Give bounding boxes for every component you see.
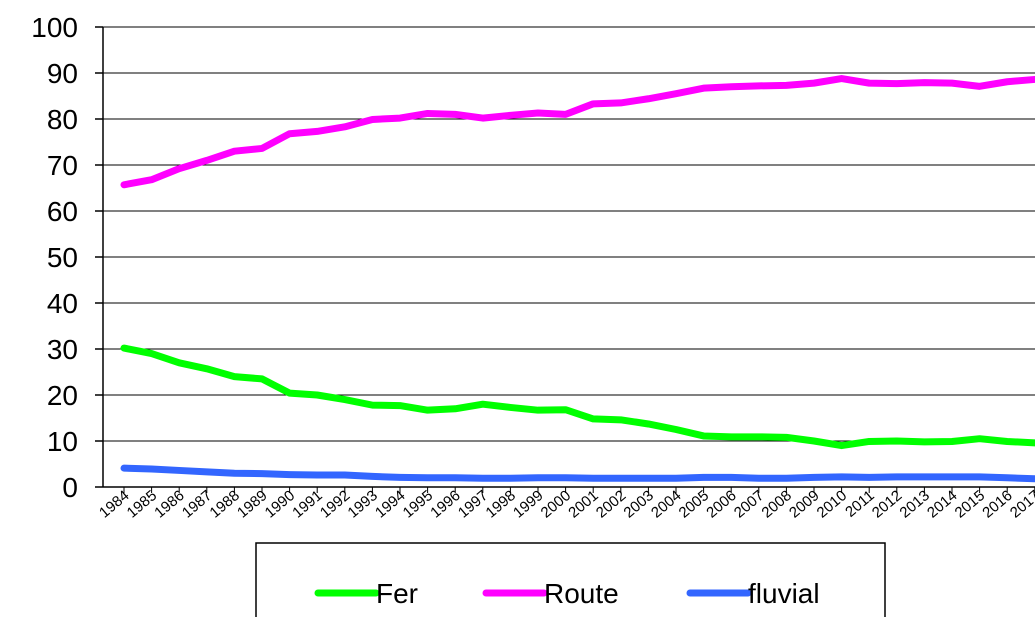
x-tick-label: 2002	[593, 487, 629, 521]
x-tick-label: 1994	[372, 487, 408, 521]
x-tick-label: 1998	[482, 487, 518, 521]
x-tick-label: 1988	[206, 487, 242, 521]
legend-box	[255, 542, 886, 617]
axes	[95, 26, 1035, 493]
y-tick-label: 90	[47, 58, 78, 89]
x-tick-label: 1985	[124, 487, 160, 521]
legend-label-fluvial: fluvial	[748, 578, 820, 609]
x-tick-label: 2011	[842, 487, 878, 521]
legend: Fer Route fluvial	[255, 542, 886, 617]
x-tick-label: 1987	[179, 487, 215, 521]
x-tick-label: 1991	[289, 487, 325, 521]
x-tick-label: 2010	[814, 487, 850, 521]
x-tick-label: 1984	[96, 487, 132, 521]
series-line-fluvial	[120, 464, 1035, 483]
y-tick-label: 70	[47, 150, 78, 181]
x-tick-label: 1993	[344, 487, 380, 521]
y-gridlines	[103, 26, 1035, 442]
y-tick-label: 60	[47, 196, 78, 227]
y-tick-label: 80	[47, 104, 78, 135]
x-tick-label: 2016	[979, 487, 1015, 521]
series-lines	[120, 75, 1035, 483]
x-tick-label: 2003	[620, 487, 656, 521]
legend-label-fer: Fer	[376, 578, 418, 609]
y-tick-label: 100	[31, 12, 78, 43]
y-tick-label: 50	[47, 242, 78, 273]
x-tick-label: 2012	[869, 487, 905, 521]
x-tick-label: 2015	[952, 487, 988, 521]
legend-label-route: Route	[544, 578, 619, 609]
x-tick-label: 1986	[151, 487, 187, 521]
x-tick-label: 1990	[262, 487, 298, 521]
x-tick-label: 1989	[234, 487, 270, 521]
x-tick-label: 2008	[758, 487, 794, 521]
x-tick-label: 2009	[786, 487, 822, 521]
y-axis-tick-labels: 0 10 20 30 40 50 60 70 80 90 100	[31, 12, 78, 503]
x-tick-label: 1992	[317, 487, 353, 521]
y-tick-label: 40	[47, 288, 78, 319]
x-tick-label: 2004	[648, 487, 684, 521]
series-line-fer	[120, 344, 1035, 450]
series-line-route	[120, 75, 1035, 189]
x-tick-label: 2006	[703, 487, 739, 521]
x-tick-label: 2001	[565, 487, 601, 521]
y-tick-label: 30	[47, 334, 78, 365]
x-tick-label: 2000	[538, 487, 574, 521]
x-tick-label: 1996	[427, 487, 463, 521]
x-tick-label: 1997	[455, 487, 491, 521]
x-tick-label: 2013	[896, 487, 932, 521]
y-tick-label: 0	[62, 472, 78, 503]
x-tick-label: 1995	[400, 487, 436, 521]
x-tick-label: 1999	[510, 487, 546, 521]
y-tick-label: 20	[47, 380, 78, 411]
x-tick-label: 2005	[676, 487, 712, 521]
y-tick-label: 10	[47, 426, 78, 457]
x-tick-label: 2007	[731, 487, 767, 521]
x-tick-label: 2017	[1007, 487, 1035, 521]
x-tick-label: 2014	[924, 487, 960, 521]
